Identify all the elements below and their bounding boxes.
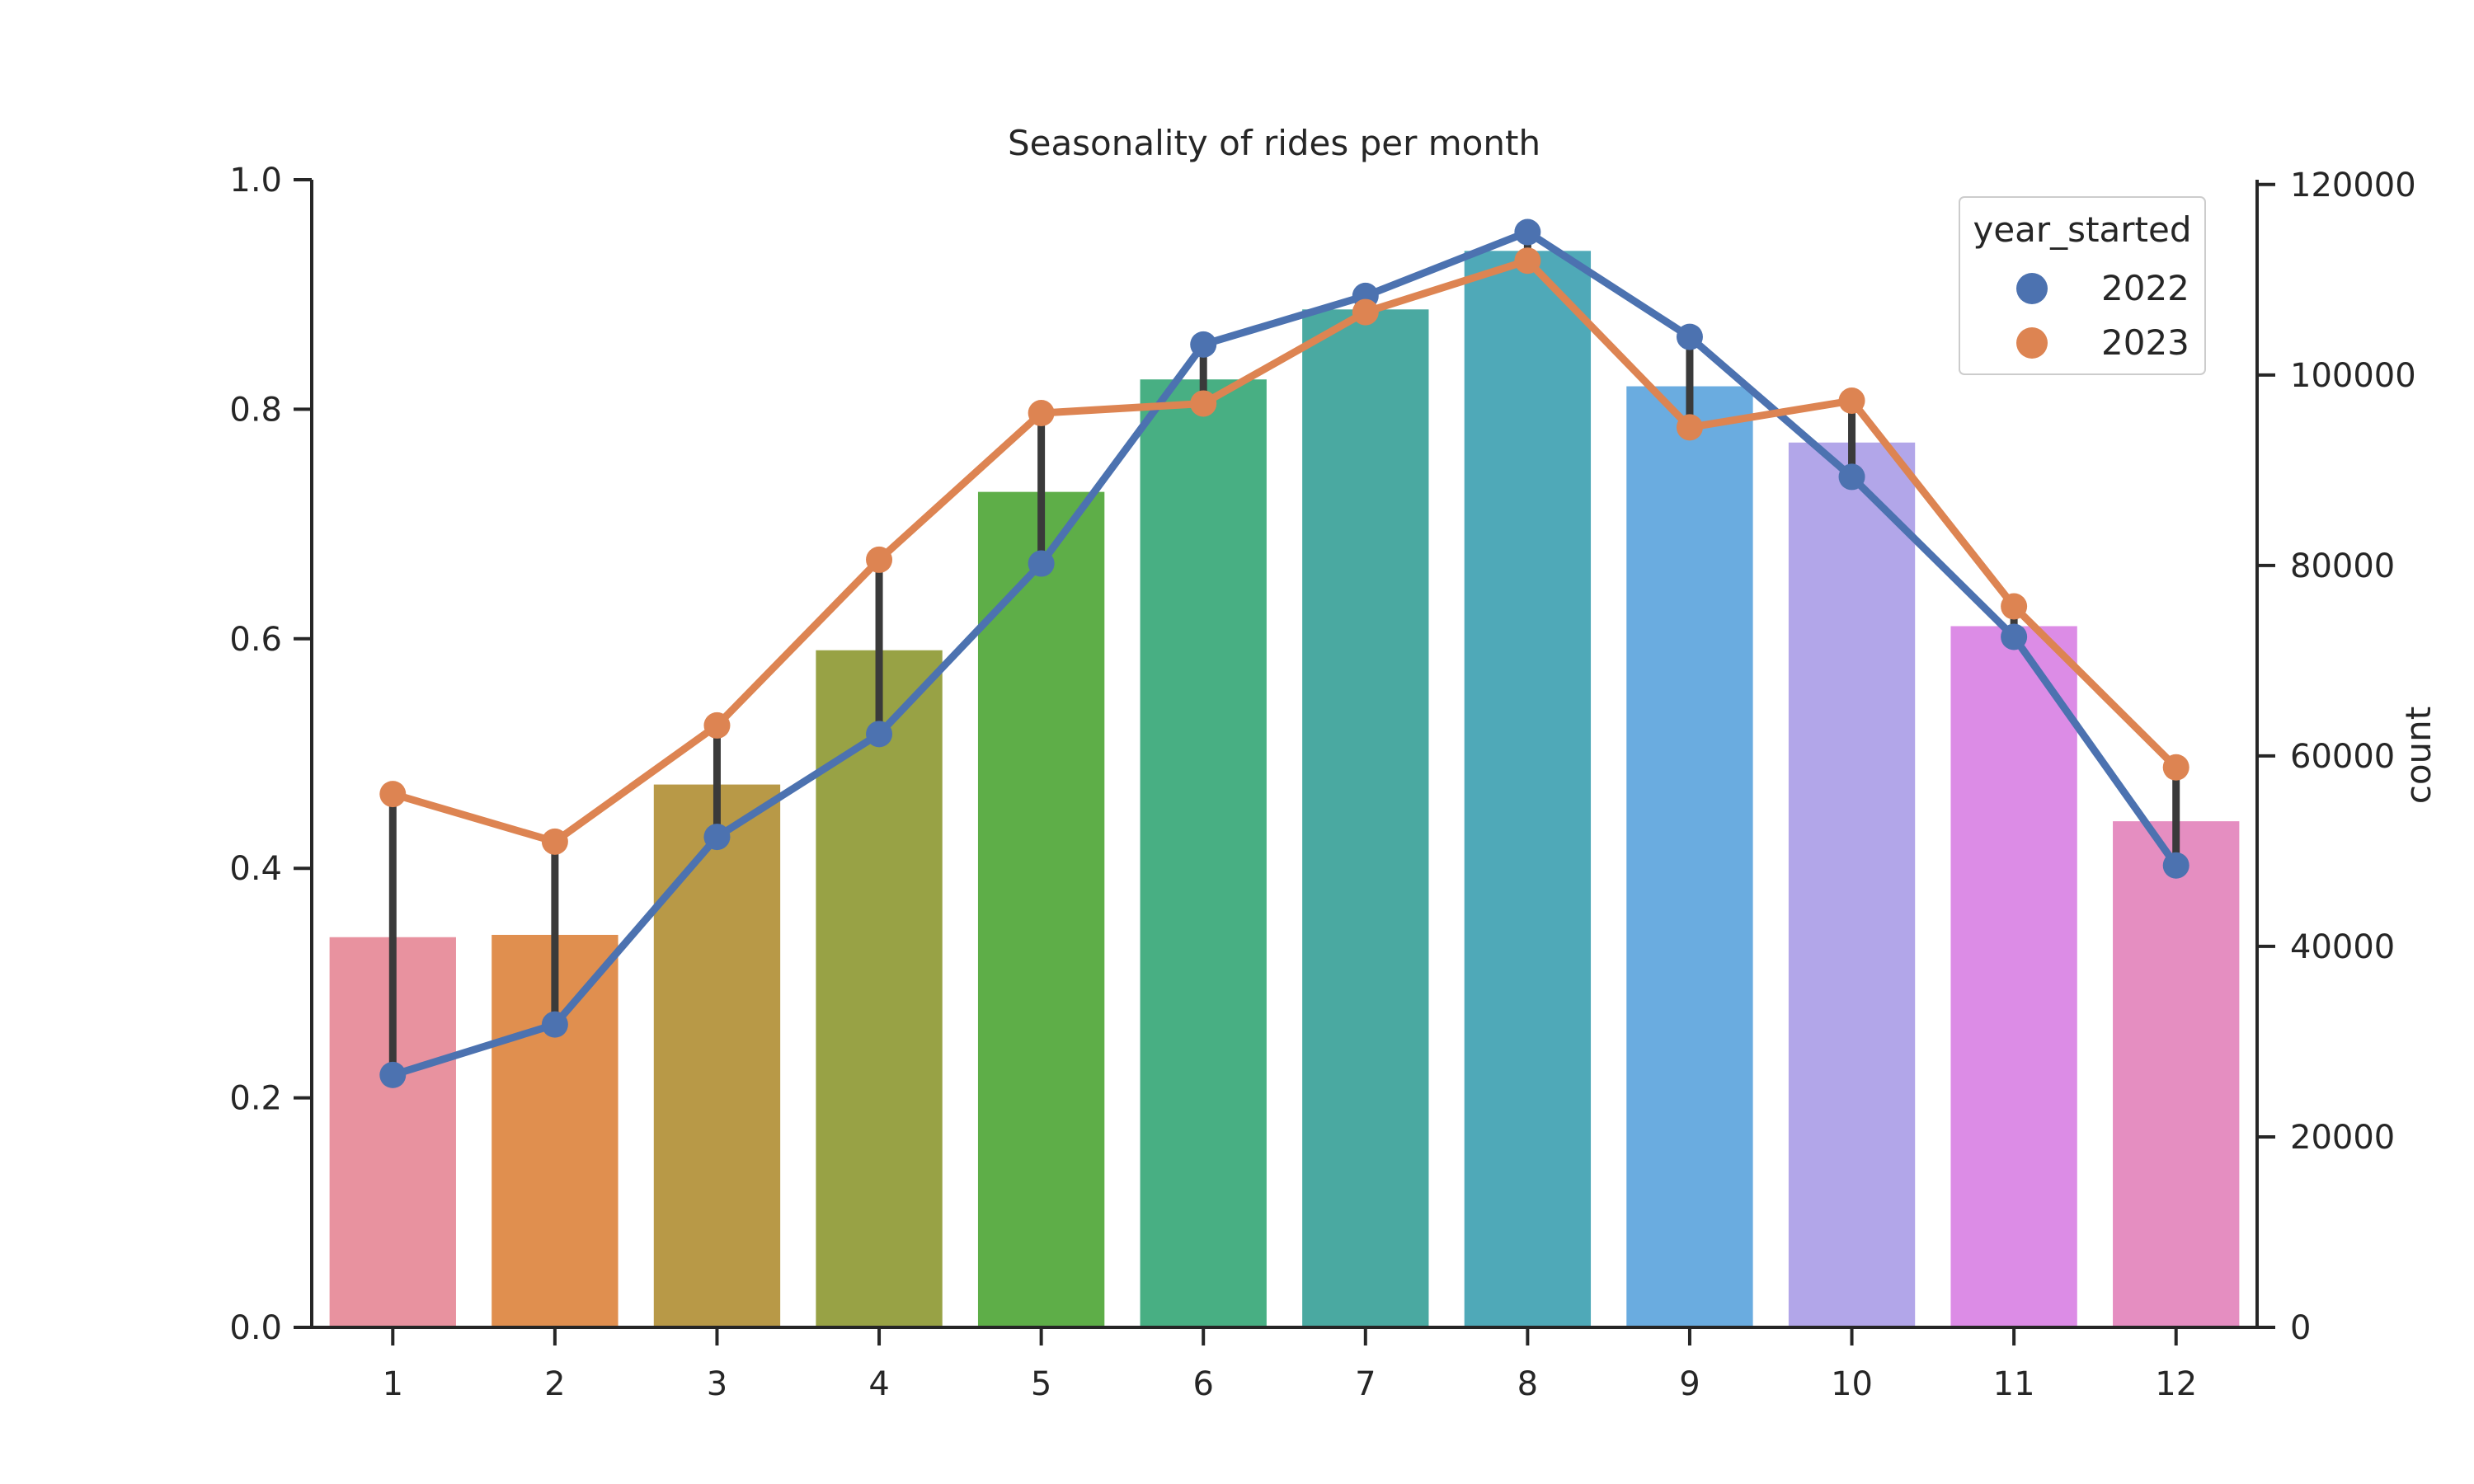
point-2023-2 <box>541 828 568 855</box>
x-tick-label: 1 <box>383 1365 403 1403</box>
point-2022-3 <box>703 824 731 851</box>
right-tick-label: 20000 <box>2290 1119 2395 1157</box>
left-tick-label: 0.8 <box>229 391 282 429</box>
chart-title: Seasonality of rides per month <box>1008 123 1540 163</box>
axes-layer: 0.0 0.2 0.4 0.6 0.8 1.0 0 20000 40000 60000 80000 1… <box>229 162 2415 1403</box>
legend-marker-2022 <box>2016 273 2048 304</box>
left-tick-label: 0.4 <box>229 850 282 888</box>
bar-9 <box>1626 386 1753 1327</box>
point-2023-3 <box>703 711 731 739</box>
left-tick-label: 0.6 <box>229 621 282 659</box>
point-2022-2 <box>541 1011 568 1038</box>
bar-12 <box>2113 821 2240 1327</box>
point-2022-4 <box>866 721 893 748</box>
bar-8 <box>1464 251 1592 1328</box>
point-2022-1 <box>379 1061 407 1088</box>
series-lines-layer <box>379 218 2189 1088</box>
point-2022-10 <box>1838 463 1865 491</box>
bar-11 <box>1950 626 2077 1327</box>
left-tick-label: 0.2 <box>229 1080 282 1118</box>
point-2022-9 <box>1676 323 1703 350</box>
point-2023-9 <box>1676 414 1703 441</box>
x-tick-label: 8 <box>1517 1365 1538 1403</box>
right-tick-label: 40000 <box>2290 928 2395 966</box>
left-tick-label: 1.0 <box>229 162 282 200</box>
x-tick-label: 6 <box>1192 1365 1213 1403</box>
point-2023-5 <box>1028 400 1055 427</box>
right-tick-label: 100000 <box>2290 357 2416 395</box>
point-2023-6 <box>1190 390 1217 417</box>
legend-title: year_started <box>1973 209 2191 250</box>
left-tick-label: 0.0 <box>229 1309 282 1347</box>
x-tick-label: 2 <box>544 1365 565 1403</box>
point-2023-1 <box>379 781 407 808</box>
bar-7 <box>1302 309 1429 1327</box>
right-tick-label: 60000 <box>2290 738 2395 776</box>
bars-layer <box>329 251 2240 1328</box>
point-2023-7 <box>1352 298 1379 326</box>
point-2023-8 <box>1514 247 1541 275</box>
point-2022-12 <box>2162 852 2189 879</box>
point-2023-10 <box>1838 387 1865 415</box>
point-2023-4 <box>866 546 893 573</box>
point-2022-11 <box>2001 623 2028 650</box>
series-line-2023 <box>392 256 2179 846</box>
legend-marker-2023 <box>2016 327 2048 359</box>
x-tick-label: 4 <box>868 1365 889 1403</box>
point-2022-5 <box>1028 550 1055 577</box>
x-tick-label: 5 <box>1031 1365 1051 1403</box>
bar-5 <box>977 491 1105 1327</box>
x-tick-label: 11 <box>1993 1365 2035 1403</box>
x-tick-label: 9 <box>1679 1365 1700 1403</box>
bar-10 <box>1788 442 1916 1327</box>
legend-label-2023: 2023 <box>2101 322 2189 363</box>
bar-4 <box>816 650 943 1327</box>
x-tick-label: 3 <box>707 1365 727 1403</box>
point-2022-6 <box>1190 331 1217 358</box>
point-2023-12 <box>2162 754 2189 781</box>
point-2023-11 <box>2001 593 2028 620</box>
bar-6 <box>1140 379 1267 1327</box>
legend-frame <box>1959 196 2206 375</box>
legend-label-2022: 2022 <box>2101 268 2189 308</box>
x-tick-label: 10 <box>1831 1365 1873 1403</box>
legend: year_started 2022 2023 <box>1959 196 2206 375</box>
point-2022-8 <box>1514 218 1541 246</box>
series-line-2022 <box>391 228 2180 1079</box>
x-tick-label: 12 <box>2155 1365 2197 1403</box>
x-tick-label: 7 <box>1355 1365 1376 1403</box>
right-axis-title: count <box>2398 707 2439 805</box>
right-tick-label: 120000 <box>2290 167 2416 204</box>
bar-3 <box>653 784 781 1327</box>
right-tick-label: 0 <box>2290 1309 2311 1347</box>
right-tick-label: 80000 <box>2290 547 2395 585</box>
